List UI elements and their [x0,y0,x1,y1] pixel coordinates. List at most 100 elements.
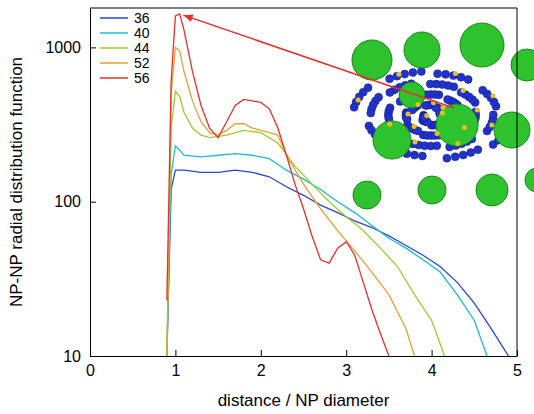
inset-bead [367,109,375,117]
plot: 0 1 2 3 4 5 10 100 10003640445256 [45,8,534,379]
x-tick-label: 1 [171,362,180,379]
x-tick [432,350,433,356]
x-tick [346,350,347,356]
inset-particle [476,174,508,206]
y-tick [90,202,96,203]
inset-particle [460,23,504,67]
inset-bead [434,70,442,78]
inset-particle [525,168,534,192]
x-tick-label: 5 [513,362,522,379]
annotation-arrow [183,14,454,108]
x-tick-group: 5 [513,350,522,379]
inset-bead [443,154,451,162]
series-line [167,14,389,356]
legend-item: 40 [100,25,150,41]
inset-bead [426,80,434,88]
inset-bead [486,123,494,131]
inset-end-bead [475,107,480,112]
inset-particle [353,181,381,209]
inset-bead [401,70,409,78]
inset-end-bead [440,111,445,116]
x-tick-label: 0 [86,362,95,379]
legend-swatch [100,32,128,34]
legend-item: 52 [100,55,150,71]
inset-bead [403,115,411,123]
inset-bead [417,67,425,75]
inset-particle [418,176,446,204]
arrow-head [183,14,193,21]
inset-bead [386,75,394,83]
frame-right [517,8,518,356]
inset-bead [421,113,429,121]
x-tick-label: 2 [257,362,266,379]
legend-swatch [100,62,128,64]
legend-swatch [100,77,128,79]
inset-bead [409,68,417,76]
inset-bead [449,72,457,80]
x-tick-label: 3 [342,362,351,379]
inset-bead [420,113,428,121]
y-tick-group: 100 [54,193,96,210]
y-axis-title: NP-NP radial distribution function [7,57,26,307]
x-tick [175,350,176,356]
inset-end-bead [455,141,460,146]
x-tick-group: 2 [257,350,266,379]
inset-particle [494,112,530,148]
x-axis: 0 1 2 3 4 5 [86,350,522,379]
x-tick-group: 1 [171,350,180,379]
inset-end-bead [461,88,466,93]
inset-particle [373,121,411,159]
x-tick-label: 4 [428,362,437,379]
series-line [167,146,487,356]
inset-bead [442,70,450,78]
inset-end-bead [412,139,417,144]
inset-end-bead [356,98,361,103]
inset-end-bead [387,122,392,127]
x-tick [261,350,262,356]
inset-end-bead [424,113,429,118]
inset-particle [404,32,440,68]
inset-bead [479,86,487,94]
inset-end-bead [396,72,401,77]
frame-top [90,8,517,9]
inset-end-bead [453,71,458,76]
chart: 0123451010010003640445256distance / NP d… [0,0,534,414]
y-axis: 10 100 1000 [45,9,96,365]
inset-bead [393,72,401,80]
inset-bead [410,151,418,159]
legend: 3640445256 [100,10,150,86]
y-tick [90,47,96,48]
legend-swatch [100,17,128,19]
x-tick-group: 3 [342,350,351,379]
inset-end-bead [412,124,417,129]
inset-particle [352,40,392,80]
inset-bead [457,73,465,81]
inset-end-bead [490,93,495,98]
inset-end-bead [406,111,411,116]
y-tick-group: 10 [63,348,96,365]
legend-label: 44 [134,40,150,56]
series-line [167,170,509,356]
legend-item: 44 [100,40,150,56]
inset-bead [474,146,482,154]
legend-label: 56 [134,70,150,86]
inset-end-bead [462,125,467,130]
inset-bead [386,88,394,96]
inset-end-bead [440,105,445,110]
y-axis-line [90,9,91,357]
inset-particle [399,82,425,108]
inset-bead [350,103,358,111]
legend-label: 52 [134,55,150,71]
legend-item: 56 [100,70,150,86]
x-axis-line [91,356,518,357]
y-tick-group: 1000 [45,39,96,56]
lines [167,14,509,356]
y-tick [90,356,96,357]
inset-bead [459,151,467,159]
inset-bead [489,111,497,119]
legend-label: 40 [134,25,150,41]
inset-particle [511,49,534,81]
inset-bead [464,76,472,84]
inset-illustration [350,23,534,209]
arrow-shaft [183,15,454,108]
